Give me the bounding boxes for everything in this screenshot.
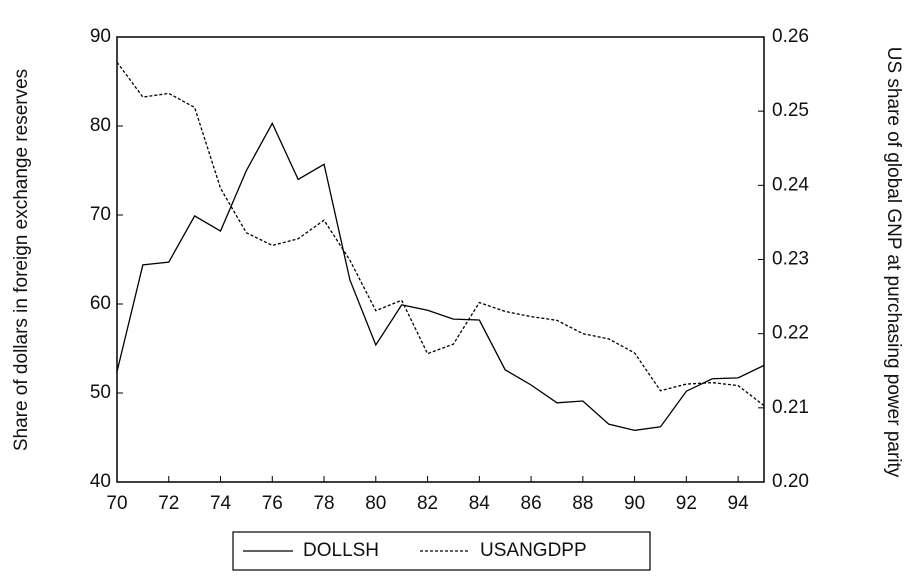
y2-tick-label: 0.26 [772, 26, 809, 47]
x-tick-label: 70 [106, 493, 127, 514]
y-tick-label: 90 [90, 26, 111, 47]
y-tick-label: 40 [90, 471, 111, 492]
x-tick-label: 76 [262, 493, 283, 514]
x-tick-label: 72 [158, 493, 179, 514]
x-tick-label: 74 [210, 493, 232, 514]
y2-tick-label: 0.23 [772, 249, 809, 270]
x-tick-label: 86 [521, 493, 542, 514]
x-tick-label: 90 [624, 493, 645, 514]
x-tick-label: 88 [572, 493, 593, 514]
x-tick-label: 78 [313, 493, 334, 514]
series-line [116, 121, 765, 432]
y2-axis-label: US share of global GNP at purchasing pow… [883, 47, 904, 478]
x-tick-label: 94 [728, 493, 750, 514]
y-tick-label: 70 [90, 204, 111, 225]
plot-frame [116, 36, 765, 483]
x-tick-label: 84 [469, 493, 491, 514]
y-tick-label: 80 [90, 115, 111, 136]
y-tick-label: 50 [90, 382, 111, 403]
y2-tick-label: 0.20 [772, 471, 809, 492]
y2-tick-label: 0.24 [772, 174, 809, 195]
legend-label: DOLLSH [303, 540, 379, 561]
x-tick-label: 80 [365, 493, 386, 514]
x-tick-label: 82 [417, 493, 438, 514]
y-tick-label: 60 [90, 293, 111, 314]
y2-tick-label: 0.21 [772, 397, 809, 418]
y2-tick-label: 0.25 [772, 100, 809, 121]
x-tick-label: 92 [676, 493, 697, 514]
y-axis-label: Share of dollars in foreign exchange res… [11, 69, 32, 451]
legend-label: USANGDPP [480, 540, 587, 561]
y2-tick-label: 0.22 [772, 323, 809, 344]
series-line [116, 61, 765, 407]
